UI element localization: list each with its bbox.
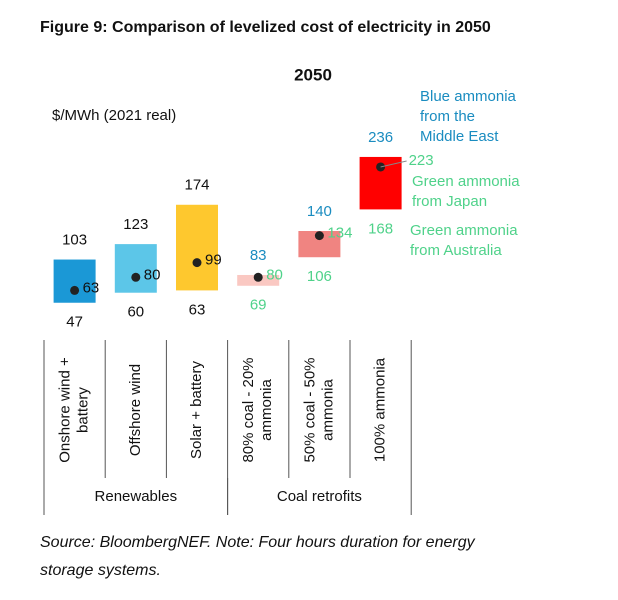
high-label: 140 xyxy=(307,203,332,220)
x-tick-label: battery xyxy=(75,387,92,433)
mid-dot xyxy=(253,272,263,282)
source-note: storage systems. xyxy=(40,562,161,579)
x-tick-label: 80% coal - 20% xyxy=(240,357,257,462)
low-label: 69 xyxy=(250,297,267,314)
high-label: 123 xyxy=(123,216,148,233)
group-label: Renewables xyxy=(95,488,178,505)
high-label: 236 xyxy=(368,129,393,146)
y-axis-label: $/MWh (2021 real) xyxy=(52,107,176,124)
leader-line xyxy=(380,160,407,168)
low-label: 47 xyxy=(66,314,83,331)
mid-label: 134 xyxy=(327,225,352,242)
mid-dot xyxy=(70,285,80,295)
annotation: Blue ammonia xyxy=(420,88,517,105)
mid-label: 223 xyxy=(409,152,434,169)
mid-label: 63 xyxy=(83,279,100,296)
range-bar xyxy=(176,204,218,291)
high-label: 174 xyxy=(184,177,209,194)
mid-label: 80 xyxy=(266,266,283,283)
group-label: Coal retrofits xyxy=(277,488,362,505)
x-tick-label: ammonia xyxy=(319,379,336,441)
chart-title: Figure 9: Comparison of levelized cost o… xyxy=(40,19,491,36)
annotation: Green ammonia xyxy=(412,173,520,190)
source-note: Source: BloombergNEF. Note: Four hours d… xyxy=(40,534,476,551)
high-label: 103 xyxy=(62,232,87,249)
mid-dot xyxy=(192,258,202,268)
x-tick-label: Onshore wind + xyxy=(57,357,74,463)
annotation: from Japan xyxy=(412,193,487,210)
annotation: Middle East xyxy=(420,128,499,145)
mid-label: 99 xyxy=(205,252,222,269)
range-bar xyxy=(114,244,157,293)
x-tick-label: 50% coal - 50% xyxy=(301,357,318,462)
mid-label: 80 xyxy=(144,266,161,283)
low-label: 106 xyxy=(307,268,332,285)
low-label: 60 xyxy=(127,304,144,321)
mid-dot xyxy=(314,231,324,241)
x-tick-label: Solar + battery xyxy=(188,361,205,459)
annotation: Green ammonia xyxy=(410,222,518,239)
mid-dot xyxy=(131,272,141,282)
annotation: from the xyxy=(420,108,475,125)
high-label: 83 xyxy=(250,247,267,264)
x-tick-label: 100% ammonia xyxy=(372,357,389,462)
x-tick-label: Offshore wind xyxy=(127,364,144,456)
annotation: from Australia xyxy=(410,242,502,259)
low-label: 63 xyxy=(189,301,206,318)
x-tick-label: ammonia xyxy=(258,379,275,441)
low-label: 168 xyxy=(368,220,393,237)
range-bar xyxy=(53,259,96,303)
chart-subtitle: 2050 xyxy=(294,65,332,84)
